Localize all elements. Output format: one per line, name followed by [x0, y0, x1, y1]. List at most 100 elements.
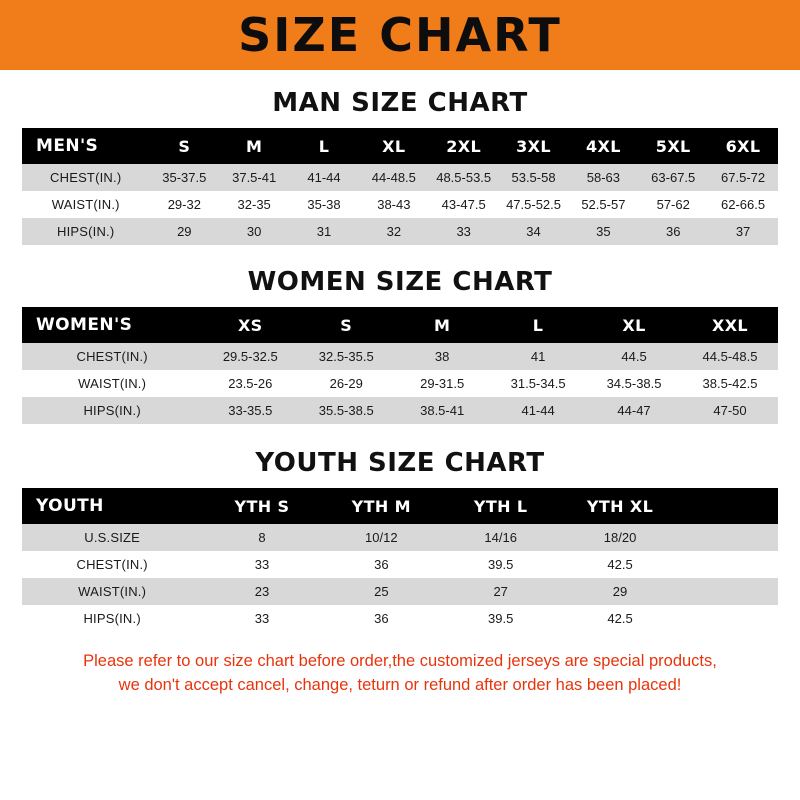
cell: 31.5-34.5: [490, 370, 587, 397]
cell: 29.5-32.5: [202, 343, 299, 370]
table-row: HIPS(IN.) 33 36 39.5 42.5: [22, 605, 778, 632]
cell: 34.5-38.5: [586, 370, 682, 397]
header-cell-label: YOUTH: [22, 488, 203, 524]
table-row: CHEST(IN.) 35-37.5 37.5-41 41-44 44-48.5…: [22, 164, 778, 191]
section-title-youth: YOUTH SIZE CHART: [255, 448, 545, 478]
section-youth: YOUTH SIZE CHART YOUTH YTH S YTH M YTH L…: [22, 448, 778, 632]
cell: 25: [321, 578, 441, 605]
cell: 35-37.5: [149, 164, 220, 191]
cell: 41-44: [289, 164, 359, 191]
cell: 32: [358, 218, 429, 245]
header-cell-5xl: 5XL: [638, 128, 709, 164]
row-label-waist: WAIST(IN.): [22, 191, 150, 218]
cell: 39.5: [441, 551, 561, 578]
section-women: WOMEN SIZE CHART WOMEN'S XS S M L XL XXL…: [22, 267, 778, 424]
cell: 33: [202, 551, 322, 578]
cell: [679, 605, 778, 632]
row-label-hips: HIPS(IN.): [22, 397, 203, 424]
header-cell-m: M: [219, 128, 290, 164]
cell: 29-31.5: [394, 370, 491, 397]
table-row: CHEST(IN.) 33 36 39.5 42.5: [22, 551, 778, 578]
cell: 8: [202, 524, 322, 551]
cell: 47.5-52.5: [498, 191, 569, 218]
row-label-chest: CHEST(IN.): [22, 551, 203, 578]
cell: 62-66.5: [708, 191, 778, 218]
header-cell-label: WOMEN'S: [22, 307, 203, 343]
cell: 58-63: [568, 164, 639, 191]
cell: 53.5-58: [498, 164, 569, 191]
cell: 42.5: [560, 605, 680, 632]
cell: 27: [441, 578, 561, 605]
header-cell-xs: XS: [202, 307, 299, 343]
header-cell-4xl: 4XL: [568, 128, 639, 164]
table-row: HIPS(IN.) 33-35.5 35.5-38.5 38.5-41 41-4…: [22, 397, 778, 424]
section-man: MAN SIZE CHART MEN'S S M L XL 2XL 3XL 4X…: [22, 88, 778, 245]
cell: 41: [490, 343, 587, 370]
section-title-man: MAN SIZE CHART: [272, 88, 528, 118]
header-cell-6xl: 6XL: [708, 128, 778, 164]
cell: 67.5-72: [708, 164, 778, 191]
cell: 38.5-41: [394, 397, 491, 424]
row-label-hips: HIPS(IN.): [22, 218, 150, 245]
cell: 30: [219, 218, 290, 245]
cell: 23: [202, 578, 322, 605]
cell: 57-62: [638, 191, 709, 218]
table-row: WAIST(IN.) 23.5-26 26-29 29-31.5 31.5-34…: [22, 370, 778, 397]
row-label-waist: WAIST(IN.): [22, 578, 203, 605]
cell: [679, 551, 778, 578]
header-cell-yth-m: YTH M: [321, 488, 441, 524]
row-label-waist: WAIST(IN.): [22, 370, 203, 397]
cell: 35-38: [289, 191, 359, 218]
cell: 63-67.5: [638, 164, 709, 191]
cell: 36: [321, 551, 441, 578]
header-cell-3xl: 3XL: [498, 128, 569, 164]
cell: 48.5-53.5: [428, 164, 499, 191]
header-cell-xl: XL: [358, 128, 429, 164]
cell: 36: [321, 605, 441, 632]
row-label-chest: CHEST(IN.): [22, 164, 150, 191]
cell: 47-50: [682, 397, 778, 424]
table-row: U.S.SIZE 8 10/12 14/16 18/20: [22, 524, 778, 551]
cell: 44-48.5: [358, 164, 429, 191]
cell: 32.5-35.5: [298, 343, 395, 370]
cell: 38.5-42.5: [682, 370, 778, 397]
table-women: WOMEN'S XS S M L XL XXL CHEST(IN.) 29.5-…: [22, 307, 778, 424]
table-row: WAIST(IN.) 29-32 32-35 35-38 38-43 43-47…: [22, 191, 778, 218]
header-cell-l: L: [490, 307, 587, 343]
table-row: WAIST(IN.) 23 25 27 29: [22, 578, 778, 605]
footer-note-line-2: we don't accept cancel, change, teturn o…: [118, 675, 682, 694]
table-row: HIPS(IN.) 29 30 31 32 33 34 35 36 37: [22, 218, 778, 245]
cell: 33: [428, 218, 499, 245]
cell: 14/16: [441, 524, 561, 551]
cell: 41-44: [490, 397, 587, 424]
header-cell-2xl: 2XL: [428, 128, 499, 164]
cell: 39.5: [441, 605, 561, 632]
header-cell-yth-l: YTH L: [441, 488, 561, 524]
cell: 26-29: [298, 370, 395, 397]
footer-note-line-1: Please refer to our size chart before or…: [83, 652, 717, 670]
cell: 29: [560, 578, 680, 605]
header-cell-yth-s: YTH S: [202, 488, 322, 524]
cell: 38-43: [358, 191, 429, 218]
header-cell-l: L: [289, 128, 359, 164]
cell: 33: [202, 605, 322, 632]
section-title-women: WOMEN SIZE CHART: [247, 267, 553, 297]
cell: 36: [638, 218, 709, 245]
header-cell-xl: XL: [586, 307, 682, 343]
header-cell-xxl: XXL: [682, 307, 778, 343]
cell: 34: [498, 218, 569, 245]
cell: 31: [289, 218, 359, 245]
footer-note: Please refer to our size chart before or…: [22, 650, 778, 698]
cell: 44.5-48.5: [682, 343, 778, 370]
row-label-us-size: U.S.SIZE: [22, 524, 203, 551]
table-man: MEN'S S M L XL 2XL 3XL 4XL 5XL 6XL CHEST…: [22, 128, 778, 245]
cell: 35: [568, 218, 639, 245]
page-title: SIZE CHART: [238, 8, 562, 62]
cell: 44.5: [586, 343, 682, 370]
header-cell-yth-xl: YTH XL: [560, 488, 680, 524]
table-header-row: MEN'S S M L XL 2XL 3XL 4XL 5XL 6XL: [22, 128, 778, 164]
cell: [679, 524, 778, 551]
header-cell-s: S: [298, 307, 395, 343]
row-label-chest: CHEST(IN.): [22, 343, 203, 370]
